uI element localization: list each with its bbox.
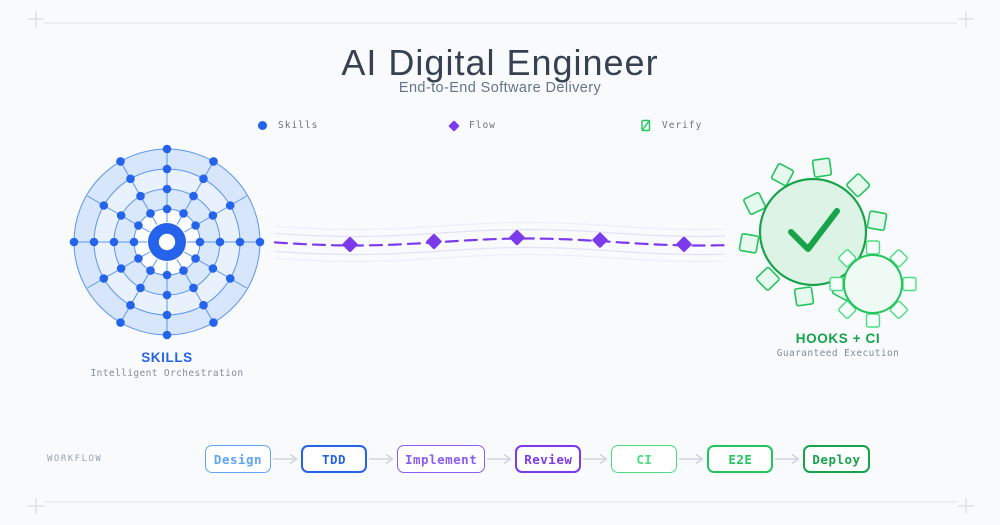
skills-subtitle: Intelligent Orchestration: [90, 368, 244, 379]
workflow-arrow-icon: [369, 453, 394, 465]
hooks-gears-diagram: [738, 157, 917, 328]
workflow-arrow-icon: [679, 453, 705, 465]
flow-legend-diamond-icon: [448, 119, 460, 132]
workflow-stage-implement: Implement: [397, 445, 486, 473]
workflow-arrow-icon: [487, 453, 513, 465]
workflow-arrow-icon: [583, 453, 609, 465]
hooks-subtitle: Guaranteed Execution: [776, 348, 900, 359]
workflow-label: WORKFLOW: [47, 454, 103, 464]
legend-item-verify: Verify: [641, 118, 702, 133]
workflow-stage-design: Design: [205, 445, 271, 473]
legend-label-flow: Flow: [469, 120, 496, 131]
workflow-row: Design TDD Implement Review CI E2E Deploy: [205, 445, 870, 473]
page-subtitle: End-to-End Software Delivery: [398, 80, 602, 96]
legend-label-skills: Skills: [278, 120, 319, 131]
workflow-arrow-icon: [775, 453, 801, 465]
workflow-arrow-icon: [273, 453, 298, 465]
workflow-stage-review: Review: [515, 445, 582, 473]
workflow-stage-deploy: Deploy: [803, 445, 870, 473]
page-title: AI Digital Engineer: [341, 42, 659, 83]
verify-legend-check-icon: [641, 119, 651, 132]
skills-legend-dot-icon: [258, 121, 267, 130]
skills-orbit-diagram: [69, 144, 265, 340]
legend-item-flow: Flow: [448, 118, 496, 133]
legend-item-skills: Skills: [258, 118, 318, 133]
workflow-stage-ci: CI: [611, 445, 678, 473]
workflow-stage-tdd: TDD: [301, 445, 367, 473]
legend-label-verify: Verify: [662, 120, 703, 131]
flow-wave-diagram: [273, 221, 727, 263]
skills-title: SKILLS: [141, 350, 193, 365]
workflow-stage-e2e: E2E: [707, 445, 774, 473]
hooks-title: HOOKS + CI: [795, 331, 881, 346]
